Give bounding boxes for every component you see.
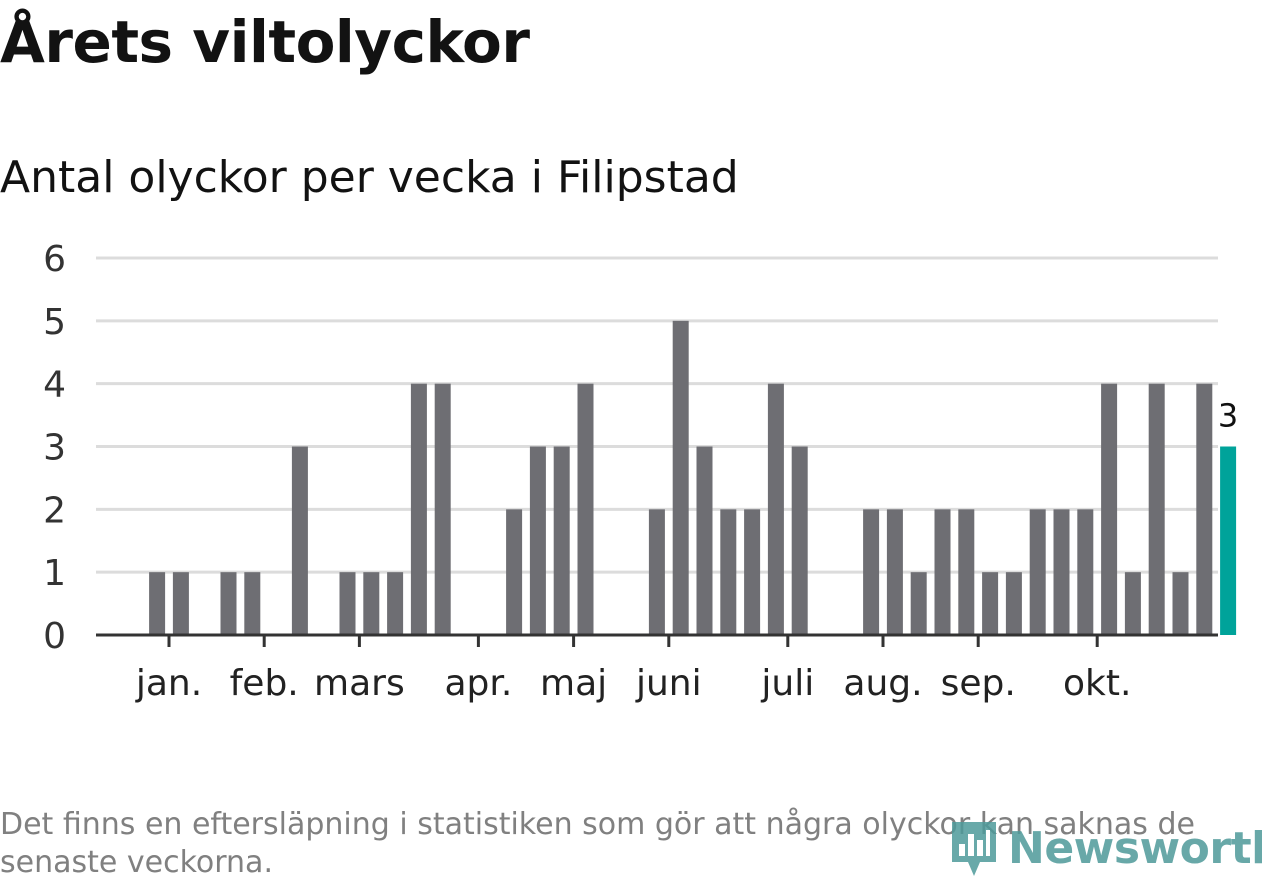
bar [767, 383, 784, 635]
x-tick-label: okt. [1063, 663, 1131, 704]
bar [220, 572, 237, 635]
data-labels: 3 [1218, 397, 1238, 435]
x-tick-label: maj [540, 663, 607, 704]
bar-chart: 0 1 2 3 4 5 6 jan. feb. mars apr. maj juni juli aug. s… [43, 239, 1238, 704]
highlight-value-label: 3 [1218, 397, 1238, 435]
y-tick-label: 1 [43, 553, 66, 594]
bar [506, 509, 523, 635]
x-tick-label: juni [635, 663, 702, 704]
bars [149, 320, 1237, 635]
y-tick-label: 6 [43, 239, 66, 280]
y-tick-label: 5 [43, 302, 66, 343]
x-axis-ticks: jan. feb. mars apr. maj juni juli aug. sep. okt. [135, 635, 1131, 704]
bar [149, 572, 166, 635]
x-tick-label: mars [314, 663, 405, 704]
chart-subtitle: Antal olyckor per vecka i Filipstad [0, 152, 739, 203]
bar [553, 446, 570, 635]
x-tick-label: sep. [941, 663, 1016, 704]
x-tick-label: jan. [135, 663, 202, 704]
x-tick-label: apr. [444, 663, 512, 704]
bar [410, 383, 427, 635]
bar [982, 572, 999, 635]
bar [339, 572, 356, 635]
x-tick-label: aug. [843, 663, 922, 704]
bar [886, 509, 903, 635]
bar [1077, 509, 1094, 635]
x-tick-label: feb. [230, 663, 299, 704]
y-tick-label: 3 [43, 428, 66, 469]
y-tick-label: 2 [43, 490, 66, 531]
bar [529, 446, 546, 635]
bar [363, 572, 380, 635]
y-axis-ticks: 0 1 2 3 4 5 6 [43, 239, 66, 657]
bar [1029, 509, 1046, 635]
bar [648, 509, 665, 635]
bar [720, 509, 737, 635]
bar [958, 509, 975, 635]
chart-title: Årets viltolyckor [0, 8, 530, 76]
bar [1196, 383, 1213, 635]
y-tick-label: 4 [43, 365, 66, 406]
y-tick-label: 0 [43, 616, 66, 657]
bar-highlight [1220, 446, 1237, 635]
bar [696, 446, 713, 635]
bar [577, 383, 594, 635]
bar [1124, 572, 1141, 635]
newsworthy-logo: Newsworthy [950, 816, 1262, 880]
bar [291, 446, 308, 635]
bar [244, 572, 261, 635]
bar [910, 572, 927, 635]
bar [934, 509, 951, 635]
bar [791, 446, 808, 635]
bar [387, 572, 404, 635]
bar [434, 383, 451, 635]
bar [1172, 572, 1189, 635]
newsworthy-logo-text: Newsworthy [1008, 822, 1262, 874]
bar [1148, 383, 1165, 635]
bar [172, 572, 189, 635]
newsworthy-logo-icon [952, 822, 996, 876]
bar [1005, 572, 1022, 635]
x-tick-label: juli [760, 663, 814, 704]
bar [672, 320, 689, 635]
bar [1053, 509, 1070, 635]
bar [744, 509, 761, 635]
bar [863, 509, 880, 635]
bar [1101, 383, 1118, 635]
